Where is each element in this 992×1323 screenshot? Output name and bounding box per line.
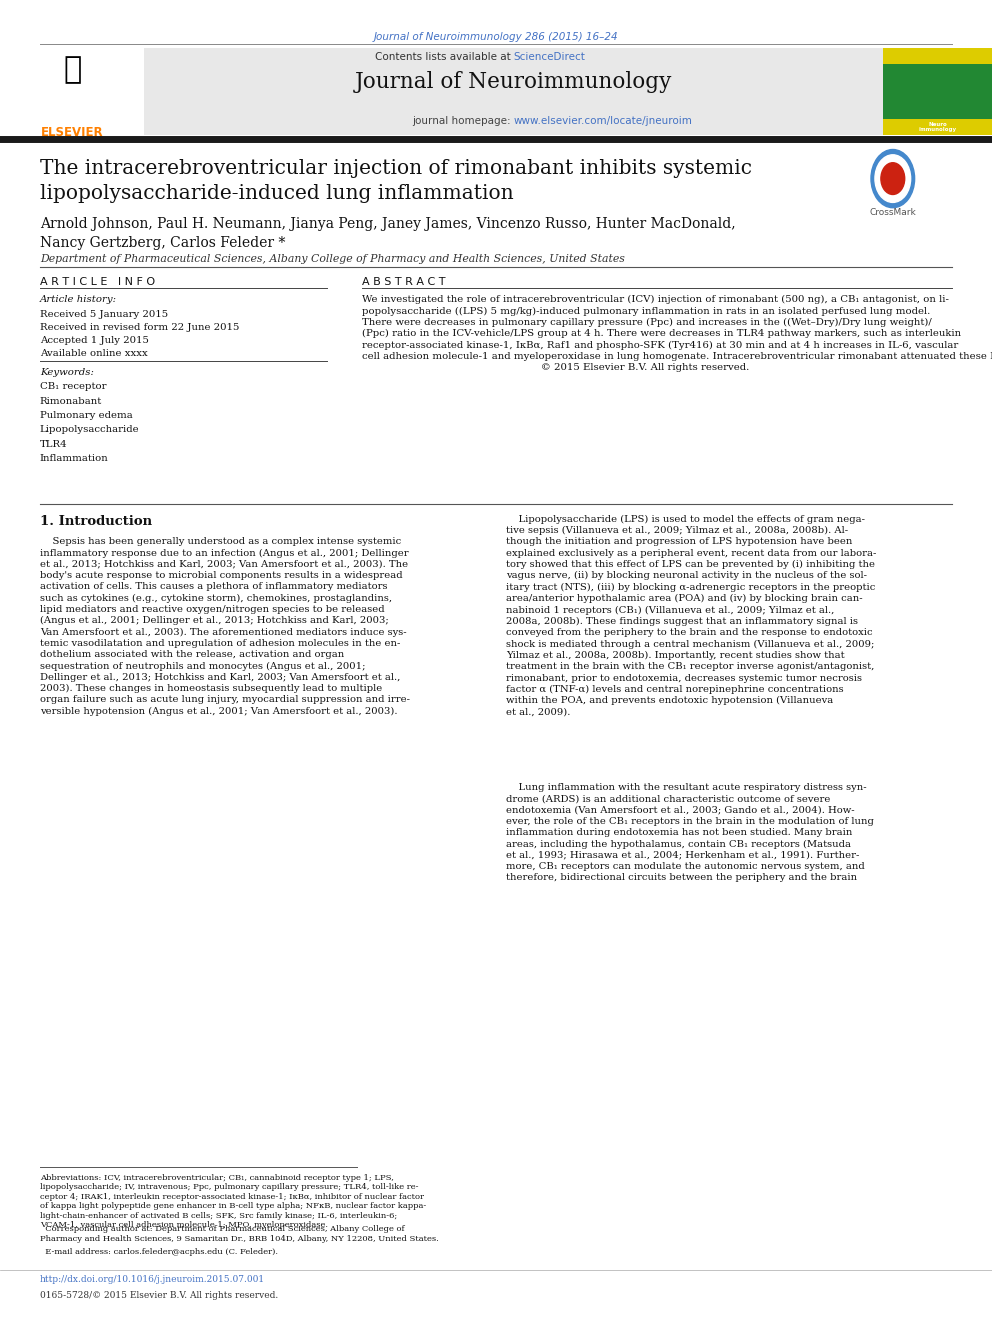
Text: Article history:: Article history: xyxy=(40,295,117,304)
Text: ScienceDirect: ScienceDirect xyxy=(514,52,585,62)
Text: E-mail address: carlos.feleder@acphs.edu (C. Feleder).: E-mail address: carlos.feleder@acphs.edu… xyxy=(40,1248,278,1256)
Text: A R T I C L E   I N F O: A R T I C L E I N F O xyxy=(40,277,155,287)
Text: ELSEVIER: ELSEVIER xyxy=(41,126,104,139)
Text: A B S T R A C T: A B S T R A C T xyxy=(362,277,445,287)
Text: journal homepage:: journal homepage: xyxy=(412,116,514,127)
Text: Contents lists available at: Contents lists available at xyxy=(375,52,514,62)
FancyBboxPatch shape xyxy=(883,48,992,135)
Text: Journal of Neuroimmunology 286 (2015) 16–24: Journal of Neuroimmunology 286 (2015) 16… xyxy=(374,32,618,42)
Text: 1. Introduction: 1. Introduction xyxy=(40,515,152,528)
Text: http://dx.doi.org/10.1016/j.jneuroim.2015.07.001: http://dx.doi.org/10.1016/j.jneuroim.201… xyxy=(40,1275,265,1285)
Circle shape xyxy=(875,155,911,202)
Text: Arnold Johnson, Paul H. Neumann, Jianya Peng, Janey James, Vincenzo Russo, Hunte: Arnold Johnson, Paul H. Neumann, Jianya … xyxy=(40,217,735,250)
Text: The intracerebroventricular injection of rimonabant inhibits systemic
lipopolysa: The intracerebroventricular injection of… xyxy=(40,159,752,202)
Text: CrossMark: CrossMark xyxy=(869,208,917,217)
FancyBboxPatch shape xyxy=(0,48,144,135)
Text: TLR4: TLR4 xyxy=(40,439,67,448)
Text: Received in revised form 22 June 2015: Received in revised form 22 June 2015 xyxy=(40,323,239,332)
Text: We investigated the role of intracerebroventricular (ICV) injection of rimonaban: We investigated the role of intracerebro… xyxy=(362,295,992,372)
Text: Pulmonary edema: Pulmonary edema xyxy=(40,411,132,419)
Text: Keywords:: Keywords: xyxy=(40,368,93,377)
Text: 🌲: 🌲 xyxy=(63,56,81,85)
Text: Sepsis has been generally understood as a complex intense systemic
inflammatory : Sepsis has been generally understood as … xyxy=(40,537,410,716)
Text: Rimonabant: Rimonabant xyxy=(40,397,102,406)
Text: Corresponding author at: Department of Pharmaceutical Sciences, Albany College o: Corresponding author at: Department of P… xyxy=(40,1225,438,1242)
Text: Lung inflammation with the resultant acute respiratory distress syn-
drome (ARDS: Lung inflammation with the resultant acu… xyxy=(506,783,874,882)
Text: Abbreviations: ICV, intracerebroventricular; CB₁, cannabinoid receptor type 1; L: Abbreviations: ICV, intracerebroventricu… xyxy=(40,1174,426,1229)
FancyBboxPatch shape xyxy=(883,64,992,119)
Text: Department of Pharmaceutical Sciences, Albany College of Pharmacy and Health Sci: Department of Pharmaceutical Sciences, A… xyxy=(40,254,625,265)
Text: Lipopolysaccharide: Lipopolysaccharide xyxy=(40,425,139,434)
Text: Lipopolysaccharide (LPS) is used to model the effects of gram nega-
tive sepsis : Lipopolysaccharide (LPS) is used to mode… xyxy=(506,515,876,717)
Text: Inflammation: Inflammation xyxy=(40,454,108,463)
Text: 0165-5728/© 2015 Elsevier B.V. All rights reserved.: 0165-5728/© 2015 Elsevier B.V. All right… xyxy=(40,1291,278,1301)
Circle shape xyxy=(881,163,905,194)
Text: Available online xxxx: Available online xxxx xyxy=(40,349,148,359)
Text: www.elsevier.com/locate/jneuroim: www.elsevier.com/locate/jneuroim xyxy=(514,116,692,127)
Text: Journal of Neuroimmunology: Journal of Neuroimmunology xyxy=(355,71,673,94)
Text: Accepted 1 July 2015: Accepted 1 July 2015 xyxy=(40,336,149,345)
Circle shape xyxy=(871,149,915,208)
FancyBboxPatch shape xyxy=(144,48,883,135)
Text: Received 5 January 2015: Received 5 January 2015 xyxy=(40,310,168,319)
Text: CB₁ receptor: CB₁ receptor xyxy=(40,382,106,392)
Text: Neuro
immunology: Neuro immunology xyxy=(919,122,956,132)
